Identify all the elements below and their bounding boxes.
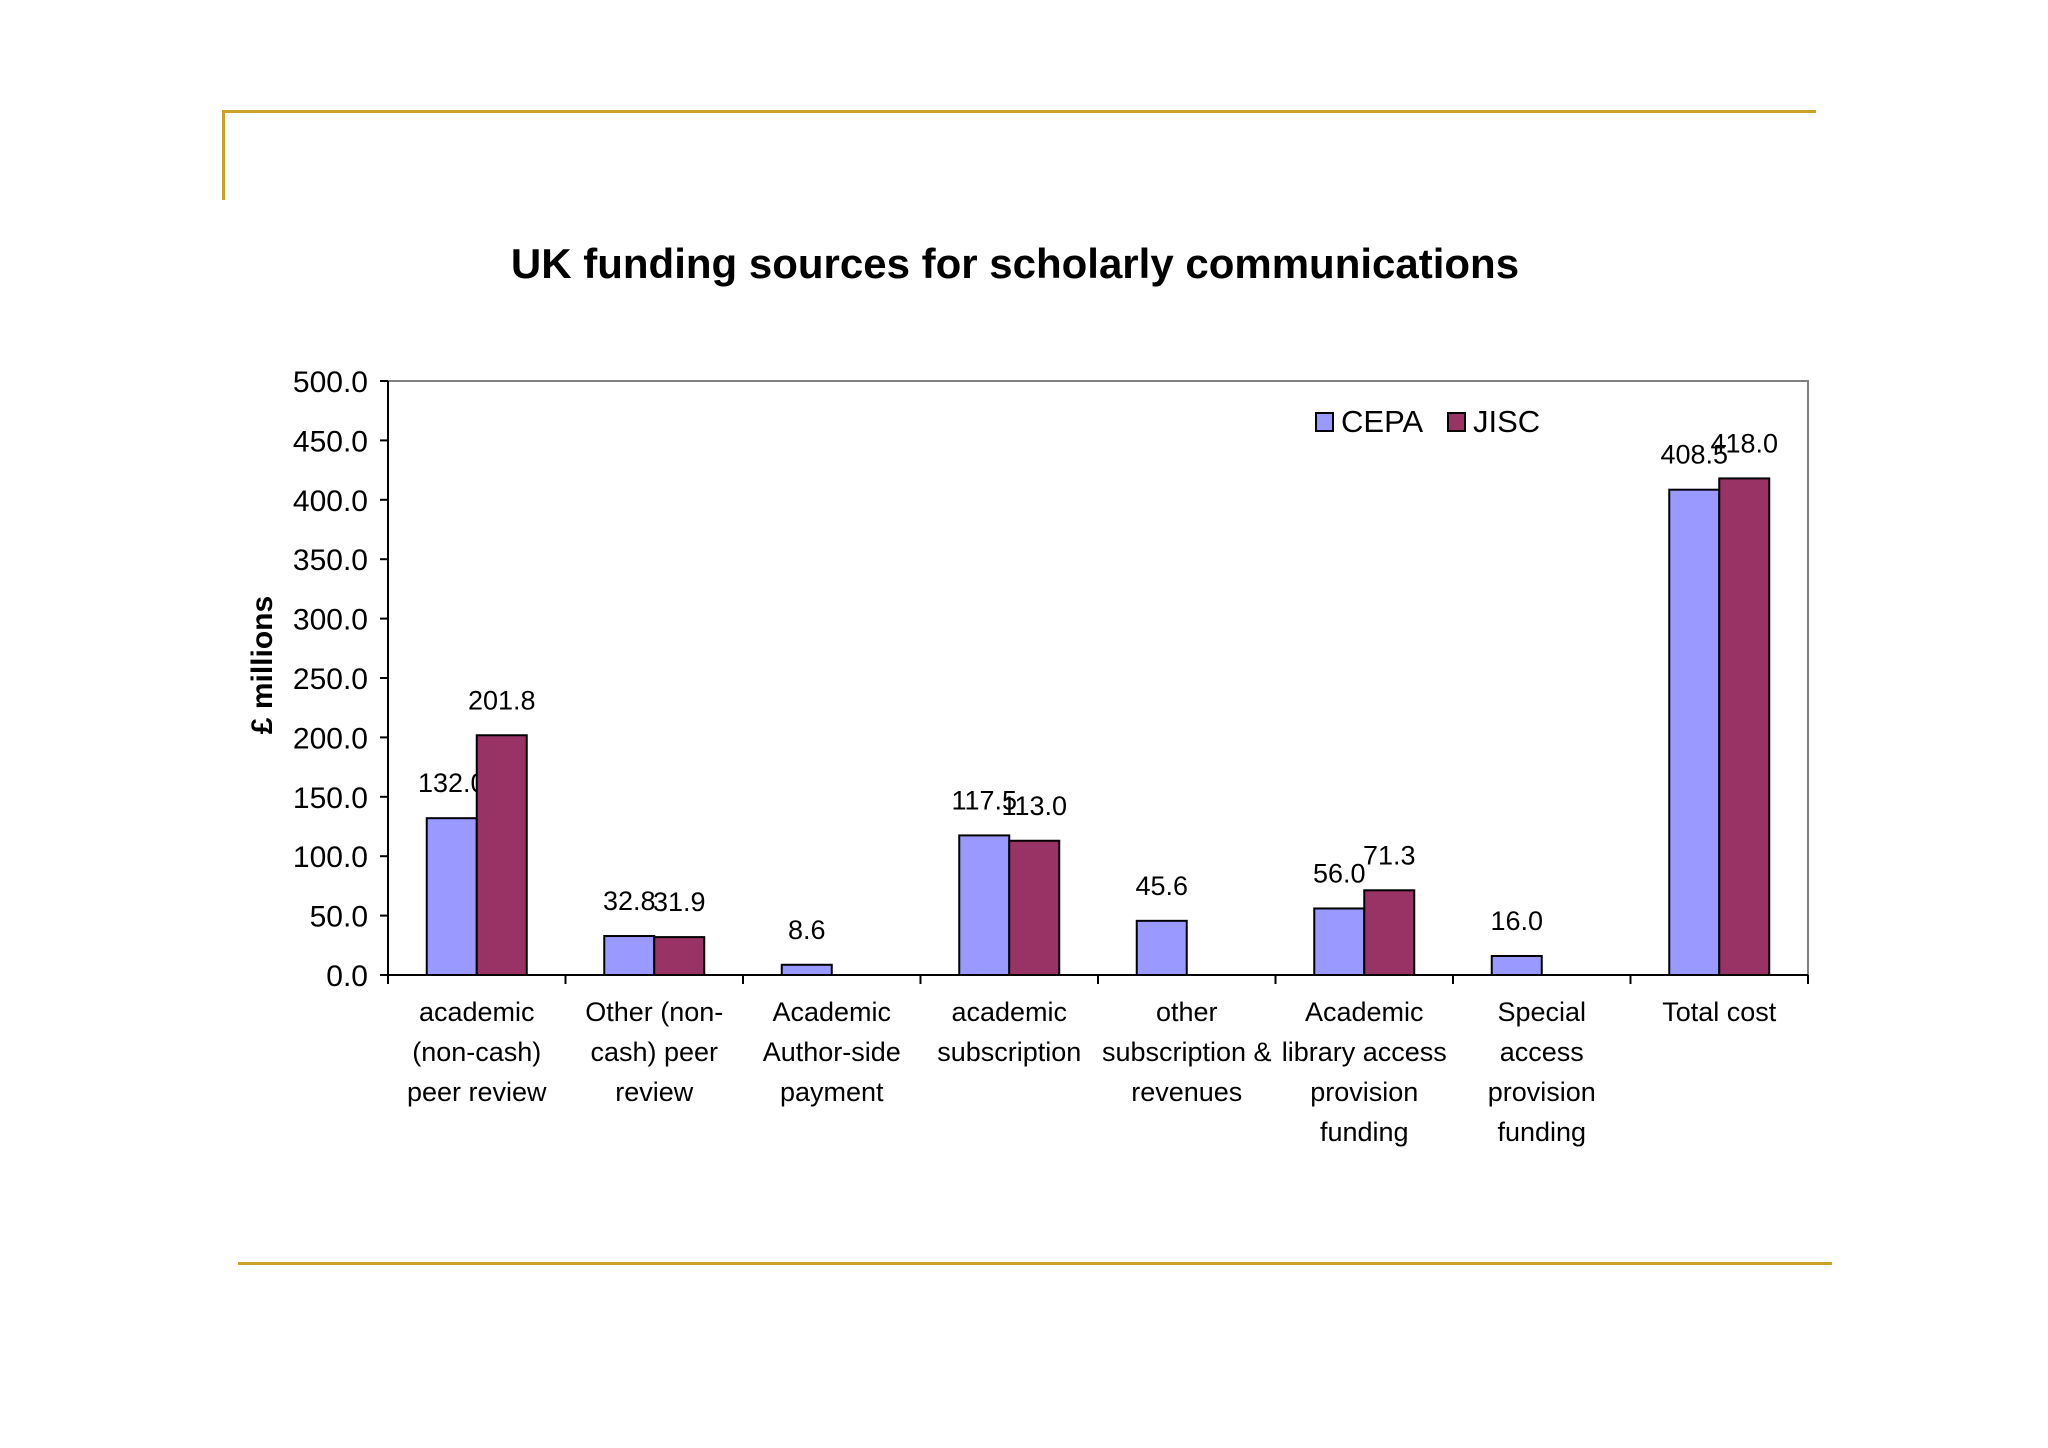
- y-tick-label: 100.0: [293, 841, 368, 874]
- y-tick-label: 150.0: [293, 782, 368, 815]
- bar-cepa: [425, 817, 478, 977]
- bar-cepa: [1313, 907, 1366, 976]
- plot-area: 0.0 50.0 100.0 150.0 200.0 250.0 300.0 350.0 400…: [293, 366, 1809, 1147]
- data-label: 56.0: [1313, 858, 1366, 888]
- bar-cepa: [1135, 919, 1188, 977]
- legend-swatch-jisc: [1447, 412, 1466, 432]
- data-label: 32.8: [603, 886, 656, 916]
- plot-frame: [387, 380, 1809, 976]
- data-label: 113.0: [1001, 791, 1067, 821]
- data-label: 132.0: [418, 768, 486, 798]
- bar-cepa: [958, 834, 1011, 976]
- data-label: 8.6: [788, 915, 826, 945]
- y-tick-label: 450.0: [293, 425, 368, 458]
- x-tick-label: Academic library access provision funding: [1282, 997, 1447, 1147]
- bar-cepa: [1490, 954, 1543, 977]
- x-tick-label: other subscription & revenues: [1102, 997, 1272, 1107]
- x-tick-label: Academic Author-side payment: [763, 997, 901, 1107]
- x-tick-label: academic (non-cash) peer review: [407, 997, 547, 1107]
- legend-label-cepa: CEPA: [1341, 404, 1423, 439]
- decorative-rule-top: [222, 110, 1816, 113]
- data-label: 16.0: [1490, 906, 1543, 936]
- y-axis-label: £ millions: [246, 596, 279, 734]
- y-tick-label: 50.0: [310, 901, 368, 934]
- decorative-rule-bottom: [238, 1262, 1832, 1265]
- data-label: 31.9: [653, 887, 706, 917]
- bar-jisc: [1008, 839, 1061, 976]
- bar-jisc: [1363, 889, 1416, 976]
- x-tick-label: academic subscription: [937, 997, 1081, 1067]
- y-tick-label: 350.0: [293, 544, 368, 577]
- bar-cepa: [780, 963, 833, 977]
- decorative-rule-left: [222, 110, 225, 200]
- data-label: 71.3: [1363, 840, 1416, 870]
- y-tick-label: 250.0: [293, 663, 368, 696]
- legend-label-jisc: JISC: [1473, 404, 1540, 439]
- y-tick-label: 400.0: [293, 485, 368, 518]
- y-tick-label: 200.0: [293, 722, 368, 755]
- data-label: 117.5: [951, 785, 1017, 815]
- y-tick-label: 300.0: [293, 604, 368, 637]
- bar-cepa: [603, 935, 656, 977]
- bar-cepa: [1668, 488, 1721, 976]
- x-tick-label: Total cost: [1662, 997, 1777, 1027]
- data-label: 418.0: [1710, 428, 1778, 458]
- data-label: 45.6: [1135, 871, 1188, 901]
- legend-swatch-cepa: [1315, 412, 1334, 432]
- bar-jisc: [653, 936, 706, 976]
- y-tick-label: 0.0: [326, 960, 368, 993]
- data-label: 408.5: [1660, 440, 1728, 470]
- data-label: 201.8: [468, 685, 536, 715]
- x-tick-label: Special access provision funding: [1488, 997, 1596, 1147]
- bar-jisc: [1718, 477, 1771, 976]
- bar-jisc: [475, 734, 528, 976]
- y-tick-label: 500.0: [293, 366, 368, 399]
- chart-title: UK funding sources for scholarly communi…: [511, 240, 1519, 287]
- x-tick-label: Other (non-cash) peer review: [585, 997, 723, 1107]
